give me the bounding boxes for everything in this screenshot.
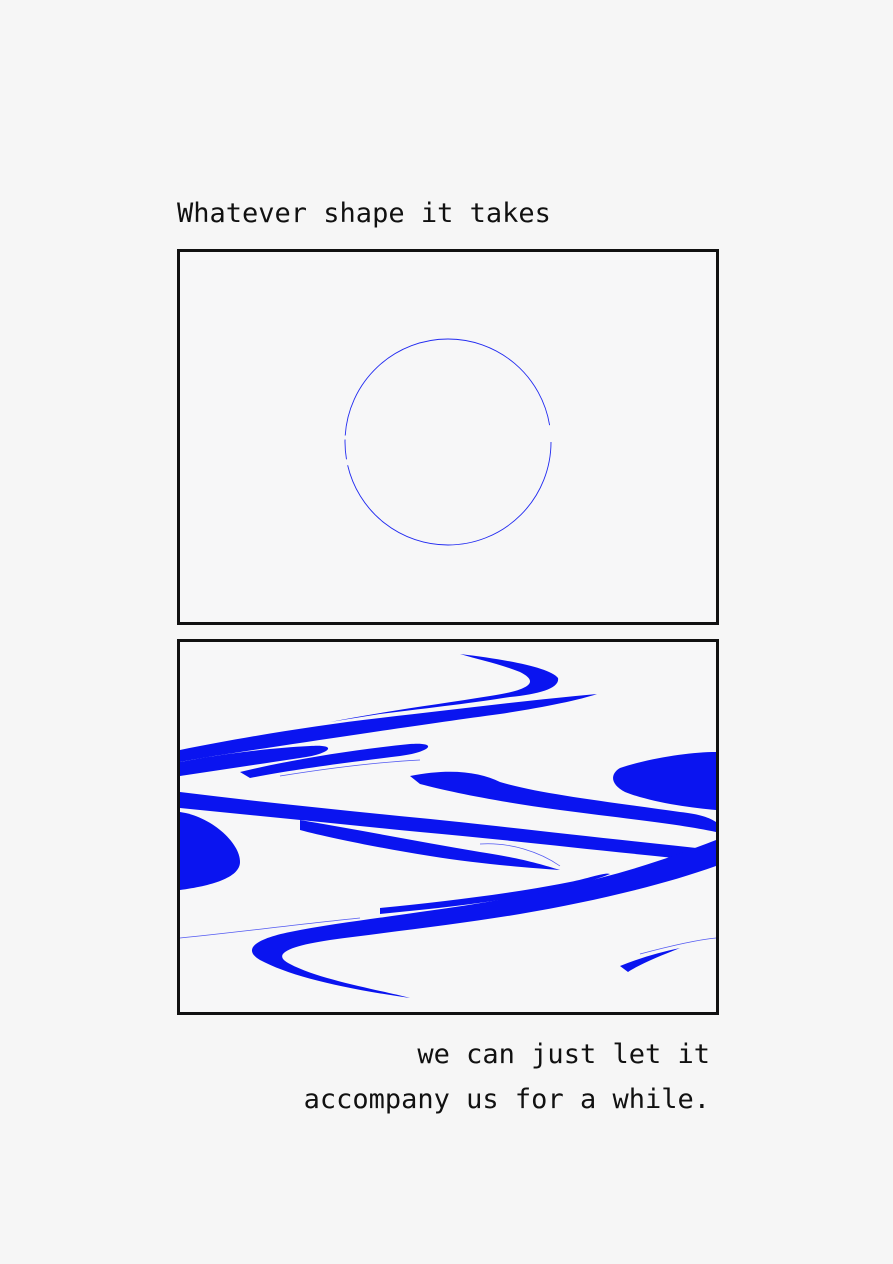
waves-panel (177, 639, 719, 1015)
wave-fine-line-1 (180, 917, 361, 939)
wave-stroke-8 (180, 812, 240, 890)
wave-fine-line-2 (639, 937, 716, 955)
wave-stroke-12 (620, 948, 680, 972)
thin-circle (344, 338, 552, 546)
wave-stroke-6 (410, 771, 716, 832)
wave-stroke-11 (380, 873, 610, 914)
bottom-caption-line-1: we can just let it (417, 1039, 710, 1070)
wave-stroke-2 (180, 694, 597, 762)
wave-stroke-3 (180, 745, 329, 776)
wave-fine-line-3 (279, 759, 421, 777)
wave-stroke-7 (613, 752, 716, 810)
wave-stroke-5 (180, 792, 716, 862)
wave-stroke-10 (251, 840, 716, 998)
circle-panel (177, 249, 719, 625)
wave-stroke-9 (300, 820, 560, 870)
waves-drawing (180, 654, 716, 998)
bottom-caption-line-2: accompany us for a while. (303, 1084, 710, 1115)
top-caption: Whatever shape it takes (177, 198, 551, 229)
wave-stroke-4 (240, 743, 429, 778)
wave-fine-line-4 (479, 843, 561, 867)
circle-drawing (344, 338, 552, 546)
